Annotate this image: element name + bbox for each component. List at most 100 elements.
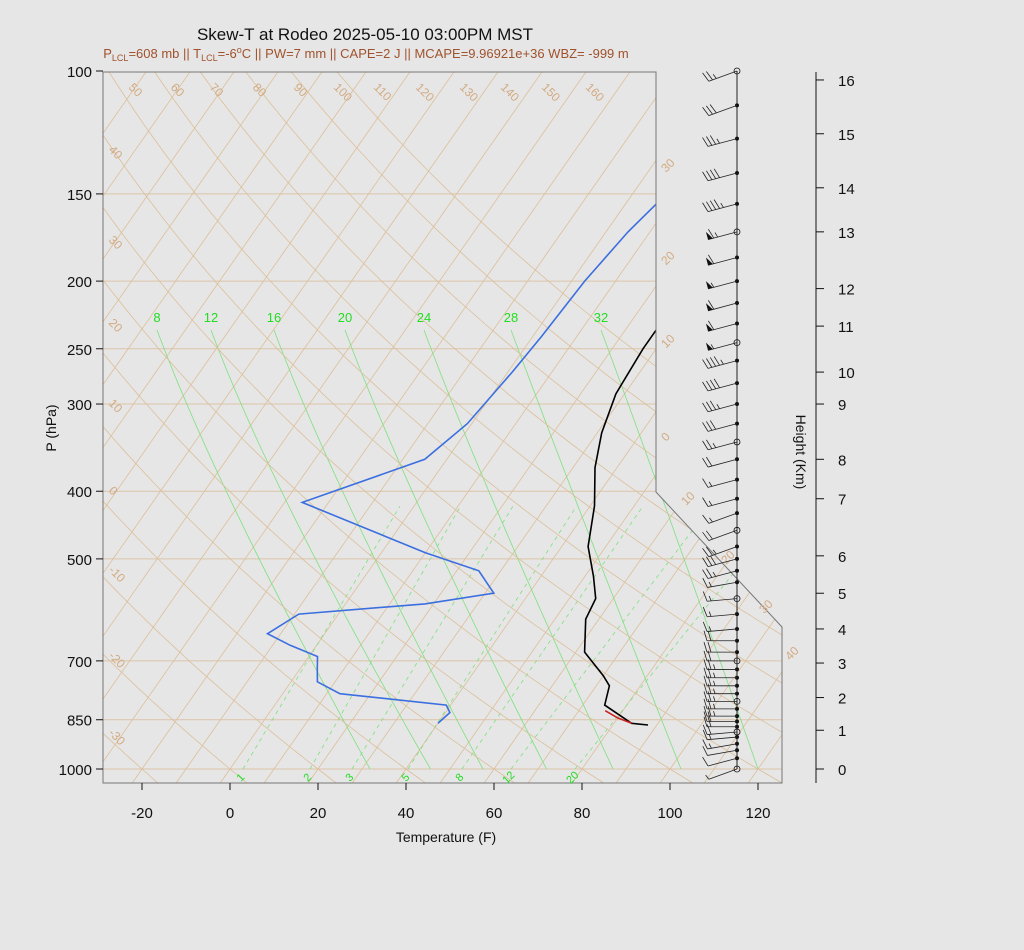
wind-barb-flag xyxy=(713,168,720,178)
wind-barb xyxy=(702,544,740,558)
wind-barb-flag xyxy=(702,497,709,507)
mixing-ratio-label-bottom: 8 xyxy=(453,771,466,784)
isotherm-line xyxy=(103,72,302,783)
wind-barb xyxy=(702,739,740,750)
wind-barb-halfflag xyxy=(716,138,720,144)
wind-barb-flag xyxy=(702,359,709,369)
wind-barb-flag xyxy=(709,379,717,390)
wind-barb-halfflag xyxy=(713,696,716,702)
wind-barb-flag xyxy=(706,136,713,146)
mixing-ratio-label-bottom: 12 xyxy=(500,769,517,786)
mixing-ratio-label-top: 16 xyxy=(267,310,281,325)
wind-barb-staff xyxy=(707,613,738,618)
isotherm-label-right: 30 xyxy=(658,156,678,176)
wind-level-marker xyxy=(733,228,741,236)
x-tick-label: 100 xyxy=(657,805,682,822)
x-tick-label: 120 xyxy=(745,805,770,822)
wind-barb-flag xyxy=(702,137,709,147)
isotherm-line xyxy=(103,72,214,783)
mixing-ratio-label-top: 8 xyxy=(153,310,160,325)
wind-barb-flag xyxy=(707,641,712,653)
temperature-line xyxy=(583,76,782,726)
isotherm-line xyxy=(527,72,782,783)
wind-barb-halfflag xyxy=(708,626,712,632)
dry-adiabat-line xyxy=(103,72,695,783)
degree-symbol: o xyxy=(237,45,242,55)
wind-barb-staff xyxy=(707,757,738,767)
wind-barb-flag xyxy=(703,691,708,702)
wind-barb xyxy=(702,526,741,541)
wind-barb xyxy=(702,400,740,413)
wind-barb-flag xyxy=(703,711,708,722)
wind-barb-flag xyxy=(703,630,708,641)
wind-barb xyxy=(705,300,740,312)
wind-barb-flag xyxy=(702,739,708,750)
wind-barb-flag xyxy=(702,457,709,468)
height-tick-label: 15 xyxy=(838,127,855,144)
wind-barb-staff xyxy=(707,749,738,756)
wind-barb-staff xyxy=(707,203,738,213)
wind-barb xyxy=(702,477,740,488)
dry-adiabat-line xyxy=(221,72,782,783)
dry-adiabat-line xyxy=(132,72,782,783)
isotherm-line xyxy=(747,72,782,783)
wind-barb xyxy=(702,456,740,468)
mixing-ratio-solid xyxy=(156,329,371,770)
wind-barb-flag xyxy=(713,378,720,388)
wind-barb-halfflag xyxy=(708,481,713,487)
wind-barb-staff xyxy=(708,512,738,524)
wind-level-marker xyxy=(733,67,741,75)
plot-area xyxy=(103,72,782,783)
wind-barb xyxy=(702,724,741,736)
wind-level-marker xyxy=(733,339,741,347)
wind-barb-flag xyxy=(702,72,710,82)
wind-barb-pennant xyxy=(705,342,713,351)
isotherm-label-right: 0 xyxy=(658,429,673,444)
mixing-ratio-lines xyxy=(156,329,782,770)
wind-barb xyxy=(703,641,740,655)
adiabat-lines xyxy=(103,72,782,783)
wind-barb-pennant xyxy=(705,281,713,289)
wind-barb-flag xyxy=(702,402,709,413)
wind-barb-staff xyxy=(707,360,738,369)
wind-barb-flag xyxy=(702,107,710,116)
wind-barb-flag xyxy=(707,706,712,717)
isotherm-label-left: 30 xyxy=(106,233,126,253)
wind-barb-halfflag xyxy=(708,595,712,602)
dewpoint-line xyxy=(265,76,782,724)
wind-barb xyxy=(702,199,740,213)
height-tick-label: 6 xyxy=(838,549,846,566)
wind-barb-flag xyxy=(709,357,717,367)
chart-subtitle: PLCL=608 mb || TLCL=-6oC || PW=7 mm || C… xyxy=(103,45,628,63)
isotherm-label-right: 10 xyxy=(678,489,698,509)
p-tick-label: 500 xyxy=(67,552,92,569)
wind-barb xyxy=(702,591,741,603)
wind-barb-flag xyxy=(702,621,708,632)
wind-barb-staff xyxy=(707,598,738,602)
wind-barb-flag xyxy=(713,199,720,209)
isotherm-label-top: 100 xyxy=(331,80,355,104)
p-tick-label: 250 xyxy=(67,342,92,359)
wind-barb xyxy=(702,496,740,507)
height-tick-label: 11 xyxy=(838,319,854,336)
x-tick-label: 0 xyxy=(226,805,234,822)
mixing-ratio-label-top: 24 xyxy=(417,310,431,325)
mixing-ratio-solid xyxy=(210,329,431,770)
mixing-ratio-solid xyxy=(510,329,682,770)
p-tick-label: 200 xyxy=(67,274,92,291)
wind-barb-halfflag xyxy=(708,734,712,740)
wind-barb-halfflag xyxy=(708,581,712,587)
height-tick-label: 7 xyxy=(838,492,846,509)
wind-barb-flag xyxy=(706,358,713,368)
wind-barb-staff xyxy=(707,423,738,432)
dry-adiabat-line xyxy=(265,72,782,783)
wind-barb-staff xyxy=(707,581,738,588)
wind-barb-flag xyxy=(702,557,709,567)
wind-barb xyxy=(703,675,740,688)
wind-barb-flag xyxy=(706,724,712,735)
mixing-ratio-label-bottom: 1 xyxy=(234,771,247,784)
wind-barb-pennant xyxy=(705,257,713,266)
wind-barb-flag xyxy=(702,577,708,588)
